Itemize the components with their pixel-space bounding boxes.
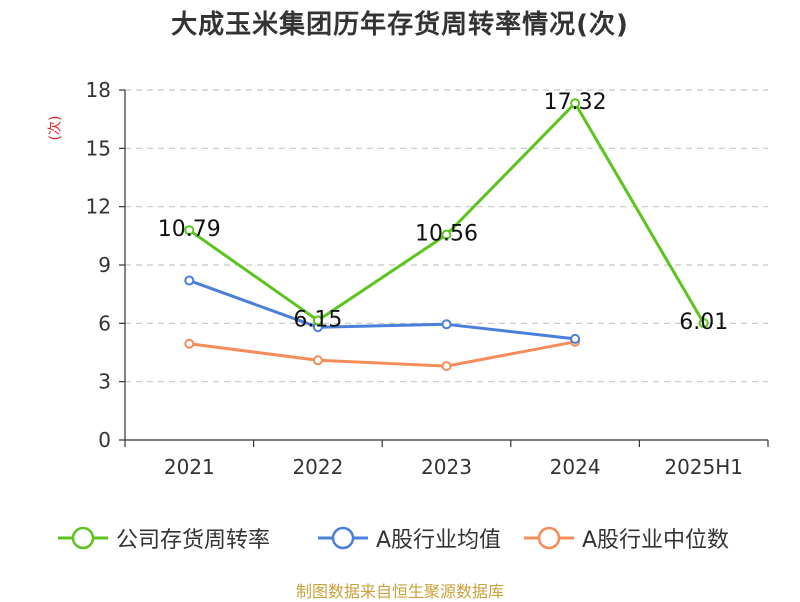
series-line-0 [188,101,705,324]
y-tick-label-18: 18 [86,78,111,102]
series-1-point-2023 [441,319,452,330]
legend-item-1[interactable]: A股行业均值 [318,518,501,558]
x-tick-label-2025H1: 2025H1 [664,455,743,479]
y-tick-label-12: 12 [86,195,111,219]
legend-label: A股行业均值 [376,528,502,553]
series-0-point-2022 [312,315,323,326]
series-line-1 [188,279,576,341]
legend-marker-icon [318,526,368,550]
legend: 公司存货周转率 A股行业均值 A股行业中位数 [0,518,800,558]
y-tick-label-6: 6 [98,311,111,335]
legend-item-0[interactable]: 公司存货周转率 [58,518,270,558]
series-0-point-2025H1 [698,318,709,329]
y-tick-label-0: 0 [98,428,111,452]
y-tick-label-15: 15 [86,136,111,160]
chart-title: 大成玉米集团历年存货周转率情况(次) [171,10,629,40]
line-chart: 0 3 6 9 12 15 18 2021 2022 2023 2024 2025H1 10.79 6.1… [86,78,769,479]
legend-label: 公司存货周转率 [116,528,271,553]
y-tick-label-3: 3 [98,370,111,394]
x-tick-label-2022: 2022 [292,455,343,479]
x-tick-label-2024: 2024 [550,455,601,479]
series-0-point-2021 [184,225,195,236]
legend-marker-icon [524,526,574,550]
data-label-2021: 10.79 [158,217,221,242]
series-0-point-2024 [570,98,581,109]
legend-label: A股行业中位数 [582,528,730,553]
series-1-point-2021 [184,275,195,286]
series-0-point-2023 [441,229,452,240]
data-label-2022: 6.15 [293,307,342,332]
data-label-2025H1: 6.01 [679,310,728,335]
series-2-point-2023 [441,361,452,372]
data-label-2024: 17.32 [544,90,607,115]
series-2-point-2022 [312,355,323,366]
data-label-2023: 10.56 [415,222,478,247]
series-1-point-2024 [570,333,581,344]
x-tick-label-2023: 2023 [421,455,472,479]
legend-marker-icon [58,526,108,550]
series-2-point-2021 [184,338,195,349]
y-tick-label-9: 9 [98,253,111,277]
x-tick-label-2021: 2021 [164,455,215,479]
series-line-2 [189,340,576,368]
source-note: 制图数据来自恒生聚源数据库 [295,582,504,601]
legend-item-2[interactable]: A股行业中位数 [524,518,729,558]
